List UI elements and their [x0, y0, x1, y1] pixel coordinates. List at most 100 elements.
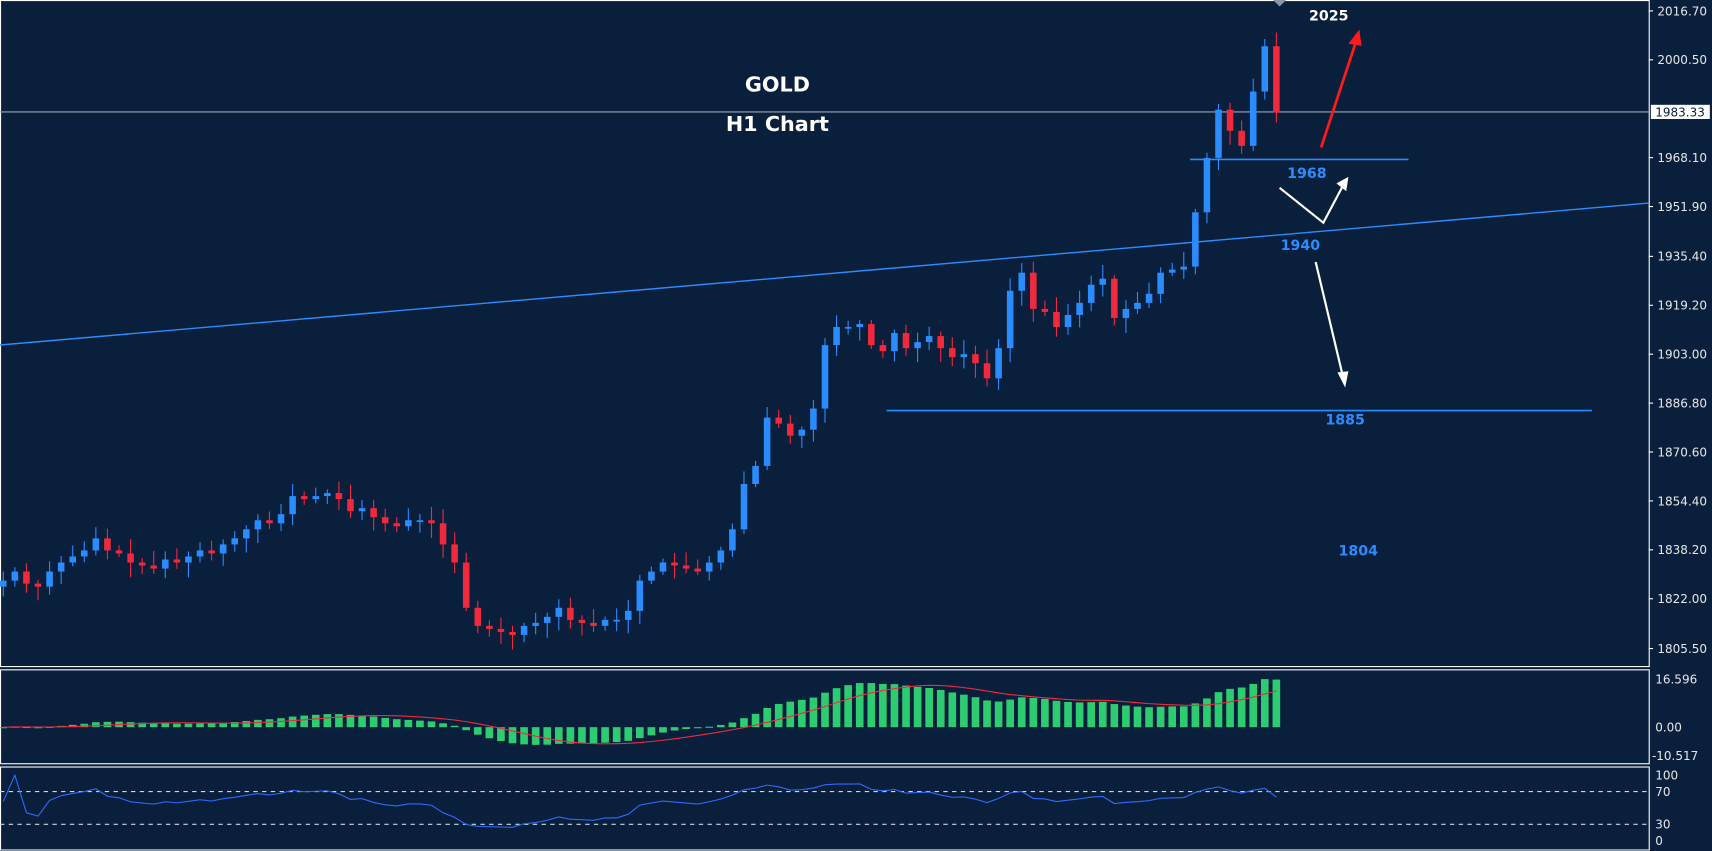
lower-target-label: 1804 — [1338, 544, 1378, 560]
macd-histogram-bar — [1179, 706, 1188, 728]
current-price-label: 1983.33 — [1655, 105, 1705, 119]
candle-body — [277, 514, 285, 524]
macd-histogram-bar — [277, 718, 285, 728]
macd-histogram-bar — [34, 727, 42, 729]
macd-histogram-bar — [311, 714, 320, 728]
rsi-line — [2, 773, 1277, 828]
candle-body — [856, 323, 863, 328]
chart-shift-marker-icon[interactable] — [1273, 0, 1287, 7]
macd-histogram-bar — [1075, 702, 1084, 728]
rsi-tick-0: 0 — [1655, 834, 1663, 848]
candle-body — [347, 499, 354, 512]
pullback-arrowhead-icon — [1336, 176, 1349, 192]
macd-histogram-bar — [404, 719, 413, 728]
pullback-arrow — [1278, 185, 1344, 225]
macd-histogram-bar — [832, 688, 841, 728]
candle-body — [949, 348, 956, 358]
macd-histogram-bar — [520, 727, 528, 745]
candle-body — [902, 333, 910, 349]
candle-body — [810, 408, 817, 430]
candle-body — [775, 417, 782, 424]
candle-body — [1226, 109, 1234, 131]
candle-body — [1018, 272, 1026, 291]
candle-body — [729, 529, 736, 551]
candle-body — [1249, 91, 1257, 146]
candle-body — [590, 622, 597, 626]
macd-histogram-bar — [1122, 705, 1130, 728]
candle-body — [1087, 284, 1095, 303]
macd-histogram-bar — [473, 727, 482, 735]
macd-histogram-bar — [149, 723, 158, 728]
macd-histogram-bar — [867, 683, 876, 728]
candle-body — [821, 345, 829, 409]
macd-histogram-bar — [960, 694, 968, 728]
candle-body — [23, 571, 30, 584]
macd-histogram-bar — [1191, 703, 1200, 728]
macd-histogram-bar — [323, 714, 332, 728]
price-tick-label: 1854.40 — [1657, 494, 1707, 508]
macd-histogram-bar — [543, 727, 552, 745]
macd-histogram-bar — [92, 722, 100, 728]
macd-histogram-bar — [635, 727, 644, 739]
candle-body — [1122, 308, 1130, 318]
macd-histogram-bar — [1272, 679, 1281, 728]
trendline[interactable] — [0, 202, 1649, 346]
candle-body — [370, 508, 377, 518]
candle-body — [46, 571, 53, 587]
macd-histogram-bar — [392, 719, 401, 728]
candle-body — [208, 550, 215, 554]
macd-histogram-bar — [705, 726, 714, 728]
macd-histogram-bar — [717, 724, 725, 728]
candle-body — [497, 628, 505, 632]
candle-body — [335, 493, 343, 500]
macd-histogram-bar — [1087, 702, 1096, 728]
candle-body — [509, 631, 516, 635]
candle-body — [671, 562, 678, 566]
macd-histogram-bar — [844, 685, 852, 728]
macd-histogram-bar — [925, 687, 933, 728]
macd-histogram-bar — [450, 725, 459, 728]
candle-body — [1111, 278, 1118, 318]
candle-body — [92, 538, 100, 551]
candle-body — [520, 625, 528, 635]
candle-body — [833, 327, 840, 346]
macd-histogram-bar — [1064, 701, 1072, 728]
candle-body — [1238, 130, 1245, 146]
candle-body — [439, 523, 447, 545]
macd-histogram-bar — [1041, 698, 1049, 728]
candle-body — [0, 580, 7, 587]
candle-body — [1064, 314, 1072, 328]
price-tick-label: 1886.80 — [1657, 396, 1707, 410]
macd-histogram-bar — [948, 692, 957, 728]
macd-histogram-bar — [1237, 687, 1246, 728]
candle-body — [1273, 46, 1280, 113]
price-tick-label: 1951.90 — [1657, 200, 1707, 214]
macd-tick-max: 16.596 — [1655, 672, 1697, 686]
macd-histogram-bar — [346, 714, 355, 728]
price-tick-label: 1822.00 — [1657, 592, 1707, 606]
candle-body — [1076, 302, 1083, 315]
candle-body — [1180, 266, 1188, 270]
price-tick-label: 1870.60 — [1657, 445, 1707, 459]
candle-body — [393, 523, 401, 527]
macd-histogram-bar — [207, 723, 216, 728]
macd-histogram-bar — [288, 716, 297, 728]
candle-body — [138, 562, 146, 566]
macd-histogram-bar — [983, 700, 991, 728]
candle-body — [717, 550, 725, 563]
macd-histogram-bar — [1156, 706, 1165, 728]
candle-body — [740, 484, 748, 530]
candle-body — [416, 520, 424, 522]
candle-body — [312, 496, 320, 500]
candle-body — [1099, 278, 1107, 285]
candle-body — [682, 565, 690, 569]
price-tick-label: 1903.00 — [1657, 348, 1707, 362]
candle-body — [601, 619, 609, 626]
macd-histogram-bar — [809, 697, 818, 728]
candle-body — [1041, 308, 1049, 312]
macd-histogram-bar — [601, 727, 609, 743]
macd-histogram-bar — [821, 692, 829, 728]
resistance-label: 1968 — [1287, 166, 1327, 182]
